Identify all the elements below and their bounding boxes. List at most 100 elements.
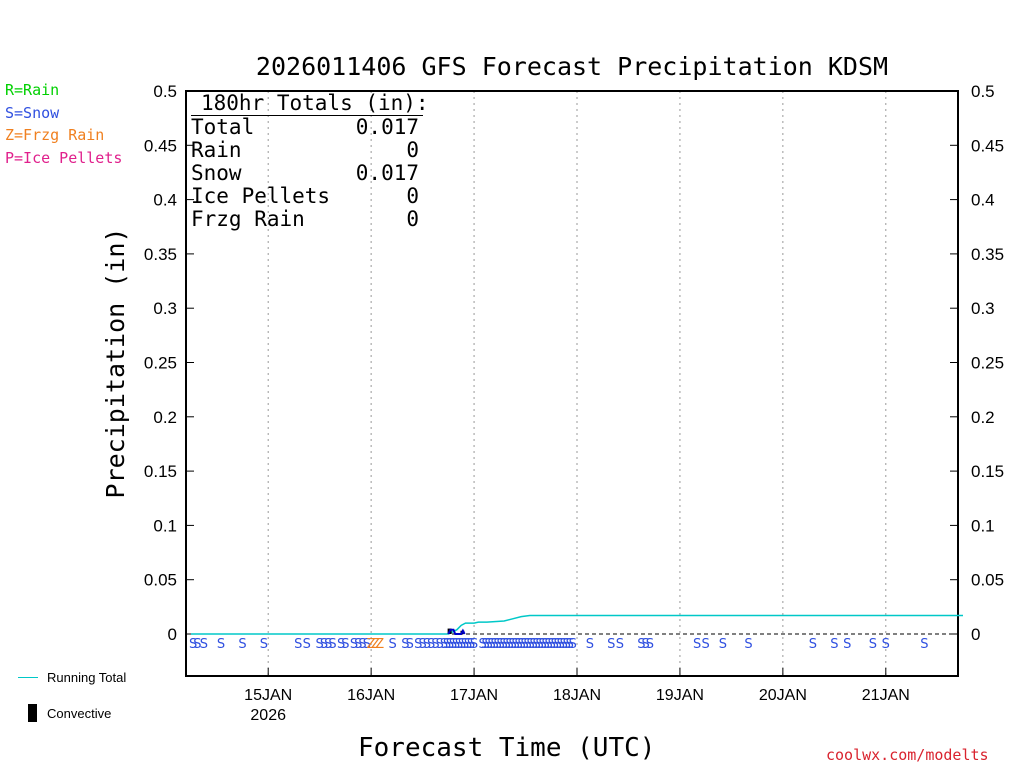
ptype-marker: S	[479, 637, 487, 652]
ptype-marker: S	[693, 637, 701, 652]
plot-frame	[185, 90, 959, 677]
y-tick-label: 0.35	[144, 245, 177, 264]
grid-lines	[186, 91, 958, 676]
ptype-marker: S	[557, 637, 565, 652]
convective-swatch	[28, 704, 37, 722]
series-group	[191, 614, 963, 635]
y-tick-label-right: 0.3	[971, 299, 995, 318]
y-tick-label: 0.1	[153, 516, 177, 535]
ptype-marker: S	[509, 637, 517, 652]
ptype-marker: S	[491, 637, 499, 652]
ptype-marker: S	[882, 637, 890, 652]
ptype-marker: S	[616, 637, 624, 652]
ptype-marker: S	[401, 637, 409, 652]
ptype-marker: S	[607, 637, 615, 652]
totals-panel: 180hr Totals (in): Total 0.017 Rain 0 Snow 0.…	[191, 92, 429, 231]
ptype-marker: S	[497, 637, 505, 652]
y-tick-label: 0.05	[144, 571, 177, 590]
ptype-marker: S	[809, 637, 817, 652]
ptype-marker: S	[388, 637, 396, 652]
ptype-marker: S	[482, 637, 490, 652]
ptype-marker: S	[431, 637, 439, 652]
totals-row: Total 0.017	[191, 116, 419, 139]
totals-rows: Total 0.017 Rain 0 Snow 0.017 Ice Pellets 0 Frzg…	[191, 116, 423, 231]
totals-row: Snow 0.017	[191, 162, 419, 185]
ptype-marker: S	[533, 637, 541, 652]
totals-row-label: Ice Pellets	[191, 184, 331, 208]
frozen-accum-line	[447, 628, 466, 635]
totals-row-label: Total	[191, 115, 255, 139]
y-tick-label: 0.4	[153, 191, 177, 210]
y-tick-label: 0.5	[153, 82, 177, 101]
legend-rain: R=Rain	[5, 81, 60, 99]
y-axis-title: Precipitation (in)	[101, 228, 130, 499]
ptype-marker: S	[641, 637, 649, 652]
ptype-marker: S	[521, 637, 529, 652]
legend-snow: S=Snow	[5, 104, 60, 122]
ptype-marker: S	[436, 637, 444, 652]
ptype-marker: S	[719, 637, 727, 652]
ptype-marker: S	[418, 637, 426, 652]
ptype-marker: S	[920, 637, 928, 652]
totals-row-value: 0.017	[355, 115, 419, 139]
ptype-marker: S	[843, 637, 851, 652]
ptype-marker: S	[200, 637, 208, 652]
y-tick-label-right: 0.4	[971, 191, 995, 210]
ptype-marker: S	[470, 637, 478, 652]
running-total-line	[191, 614, 963, 635]
x-axis: 15JAN 2026 16JAN 17JAN 18JAN 19JAN 20JAN 21JAN	[244, 668, 910, 724]
ptype-marker: S	[637, 637, 645, 652]
ptype-marker: S	[423, 637, 431, 652]
y-tick-label-right: 0.2	[971, 408, 995, 427]
ptype-marker: S	[488, 637, 496, 652]
running-total-label: Running Total	[47, 670, 127, 685]
x-tick-label: 18JAN	[553, 687, 601, 704]
ptype-marker: S	[646, 637, 654, 652]
ptype-marker: S	[455, 637, 463, 652]
ptype-marker: S	[518, 637, 526, 652]
y-tick-label-right: 0.35	[971, 245, 1004, 264]
footer-credit: coolwx.com/modelts	[826, 746, 989, 764]
y-tick-label-right: 0.05	[971, 571, 1004, 590]
x-axis-title: Forecast Time (UTC)	[358, 733, 656, 763]
x-tick-label: 17JAN	[450, 687, 498, 704]
convective-label: Convective	[47, 706, 112, 721]
ptype-marker: S	[503, 637, 511, 652]
chart-title: 2026011406 GFS Forecast Precipitation KD…	[256, 52, 888, 81]
ptype-marker: S	[461, 637, 469, 652]
ptype-marker: S	[515, 637, 523, 652]
ptype-marker: S	[586, 637, 594, 652]
totals-row-label: Snow	[191, 161, 242, 185]
totals-row-value: 0	[406, 184, 419, 208]
ptype-marker: Z	[367, 637, 376, 652]
ptype-marker: S	[446, 637, 454, 652]
y-tick-label: 0.25	[144, 354, 177, 373]
ptype-marker: S	[363, 637, 371, 652]
ptype-marker: S	[337, 637, 345, 652]
ptype-marker: S	[527, 637, 535, 652]
y-axis-left: 0 0.05 0.1 0.15 0.2 0.25 0.3 0.35 0.4 0.45 0.5	[144, 82, 194, 644]
ptype-marker: S	[467, 637, 475, 652]
ptype-marker: S	[464, 637, 472, 652]
x-tick-label: 15JAN	[244, 687, 292, 704]
ptype-marker: S	[238, 637, 246, 652]
ptype-marker: S	[830, 637, 838, 652]
legend-frzg-rain: Z=Frzg Rain	[5, 126, 105, 144]
totals-heading: 180hr Totals (in):	[191, 92, 429, 116]
ptype-marker: S	[458, 637, 466, 652]
ptype-marker: S	[485, 637, 493, 652]
totals-row: Frzg Rain 0	[191, 208, 419, 231]
ptype-marker: S	[193, 637, 201, 652]
ptype-marker: S	[500, 637, 508, 652]
ptype-marker: S	[551, 637, 559, 652]
running-total-swatch	[18, 677, 38, 678]
y-tick-label: 0.2	[153, 408, 177, 427]
x-tick-sublabel: 2026	[250, 707, 286, 724]
totals-row-value: 0.017	[355, 161, 419, 185]
y-tick-label: 0.45	[144, 136, 177, 155]
y-tick-label-right: 0.5	[971, 82, 995, 101]
ptype-marker: S	[560, 637, 568, 652]
ptype-marker: S	[744, 637, 752, 652]
